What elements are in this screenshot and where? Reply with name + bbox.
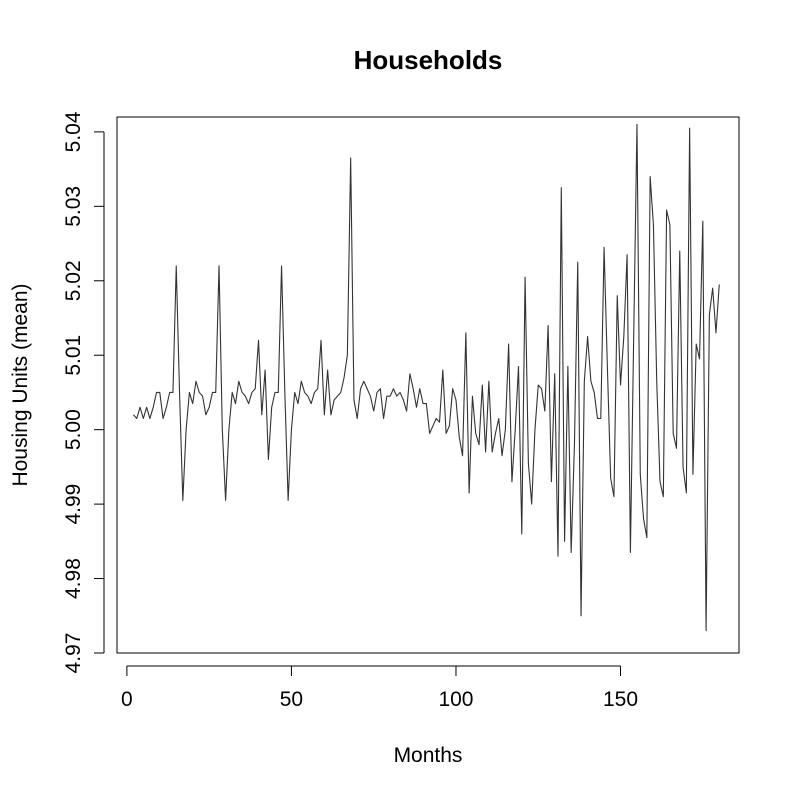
plot-frame — [116, 116, 740, 654]
y-tick-label: 5.02 — [62, 260, 85, 301]
chart-title: Households — [354, 45, 503, 75]
y-tick-label: 5.04 — [62, 111, 85, 152]
y-tick-label: 5.00 — [62, 409, 85, 450]
y-axis: 4.97 4.98 4.99 5.00 5.01 5.02 5.03 5.04 — [62, 111, 105, 674]
y-tick-label: 5.01 — [62, 335, 85, 376]
x-axis: 0 50 100 150 — [121, 665, 638, 711]
x-tick-label: 50 — [280, 688, 303, 711]
series-layer — [133, 123, 720, 632]
x-tick-label: 100 — [438, 688, 473, 711]
x-tick-label: 0 — [121, 688, 133, 711]
x-axis-label: Months — [394, 744, 463, 767]
y-tick-label: 4.97 — [62, 633, 85, 674]
y-tick-label: 4.98 — [62, 558, 85, 599]
y-tick-label: 5.03 — [62, 186, 85, 227]
y-tick-label: 4.99 — [62, 484, 85, 525]
x-tick-label: 150 — [603, 688, 638, 711]
series-line — [133, 123, 720, 632]
y-axis-label: Housing Units (mean) — [9, 283, 32, 486]
